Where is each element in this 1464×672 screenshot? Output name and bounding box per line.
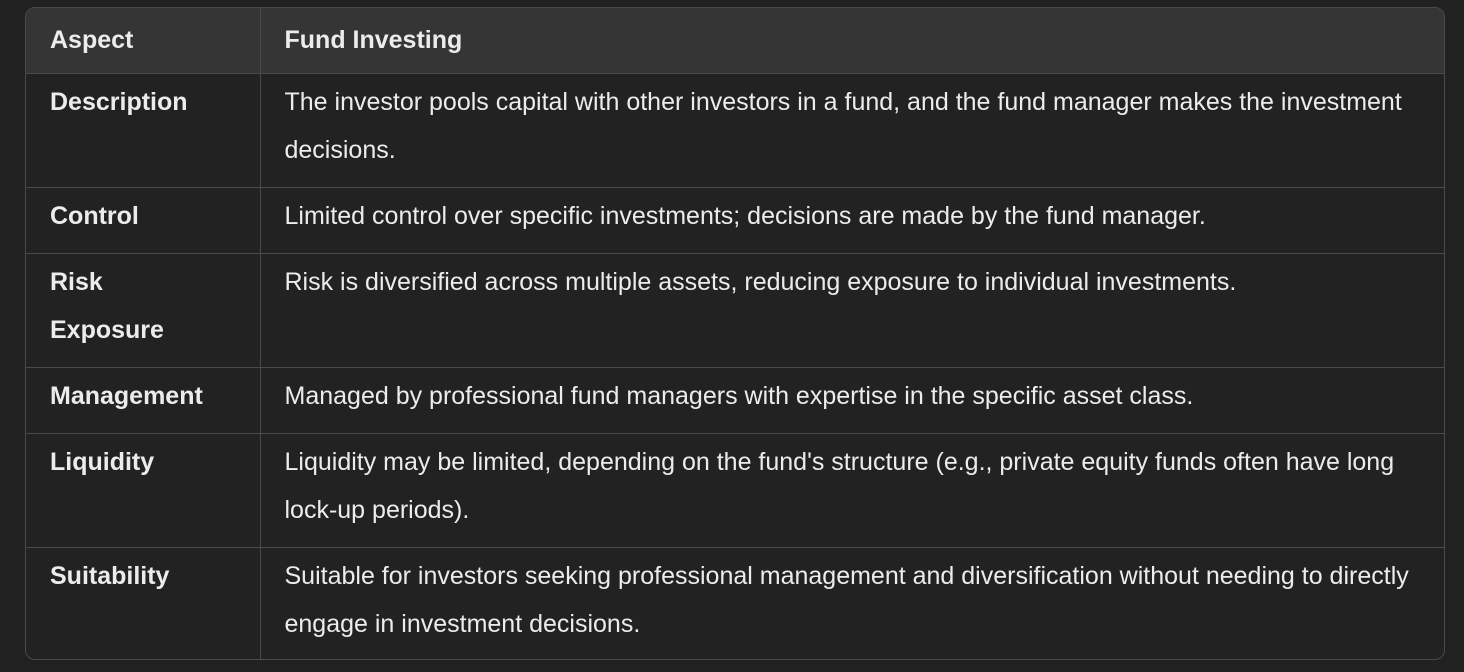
row-label: Risk Exposure: [26, 253, 261, 368]
row-value: Suitable for investors seeking professio…: [284, 561, 1409, 638]
table-row: Management Managed by professional fund …: [26, 367, 1444, 434]
row-value: Limited control over specific investment…: [260, 187, 1444, 254]
row-label: Suitability: [26, 547, 261, 659]
row-label: Control: [26, 187, 261, 254]
table-row: Control Limited control over specific in…: [26, 187, 1444, 254]
row-value: Managed by professional fund managers wi…: [260, 367, 1444, 434]
comparison-table-container: Aspect Fund Investing Description The in…: [25, 7, 1445, 660]
row-value: Risk is diversified across multiple asse…: [260, 253, 1444, 368]
row-label: Management: [26, 367, 261, 434]
column-header-fund-investing: Fund Investing: [260, 8, 1444, 74]
comparison-table: Aspect Fund Investing Description The in…: [26, 8, 1444, 659]
row-label: Description: [26, 73, 261, 188]
table-row: Suitability Suitable for investors seeki…: [26, 547, 1444, 659]
row-label: Liquidity: [26, 433, 261, 548]
table-row: Risk Exposure Risk is diversified across…: [26, 253, 1444, 368]
table-header-row: Aspect Fund Investing: [26, 8, 1444, 74]
row-value: Liquidity may be limited, depending on t…: [260, 433, 1444, 548]
column-header-aspect: Aspect: [26, 8, 261, 74]
table-row: Liquidity Liquidity may be limited, depe…: [26, 433, 1444, 548]
row-value: The investor pools capital with other in…: [260, 73, 1444, 188]
table-row: Description The investor pools capital w…: [26, 73, 1444, 188]
